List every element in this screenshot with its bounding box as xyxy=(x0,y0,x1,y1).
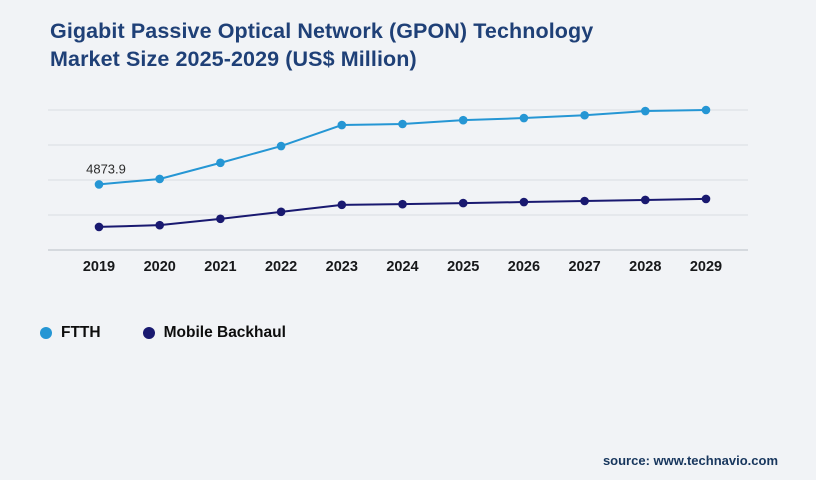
x-axis-label: 2027 xyxy=(568,259,600,275)
mobile-backhaul-data-point xyxy=(458,198,468,208)
ftth-legend-marker-icon xyxy=(40,327,52,339)
ftth-data-point xyxy=(519,113,529,123)
ftth-data-point xyxy=(580,110,589,120)
x-axis-label: 2021 xyxy=(204,259,236,275)
ftth-data-point xyxy=(458,115,468,125)
x-axis-label: 2019 xyxy=(83,259,115,275)
ftth-data-point xyxy=(155,174,164,184)
legend-item-ftth: FTTH xyxy=(40,324,101,342)
x-axis-label: 2022 xyxy=(265,259,297,275)
mobile-backhaul-data-point xyxy=(216,214,225,224)
source-attribution: source: www.technavio.com xyxy=(602,453,778,468)
x-axis-label: 2024 xyxy=(386,259,418,275)
x-axis-label: 2026 xyxy=(508,259,540,275)
mobile-backhaul-data-point xyxy=(519,197,529,207)
mobile-backhaul-data-point xyxy=(398,199,407,209)
mobile-backhaul-legend-marker-icon xyxy=(142,327,155,339)
ftth-data-point xyxy=(641,106,650,116)
legend-item-mobile-backhaul: Mobile Backhaul xyxy=(142,324,286,342)
mobile-backhaul-data-point xyxy=(337,200,347,210)
mobile-backhaul-data-point xyxy=(701,194,711,204)
mobile-backhaul-data-point xyxy=(94,222,104,232)
mobile-backhaul-data-point xyxy=(155,220,164,230)
mobile-backhaul-data-point xyxy=(276,207,286,217)
ftth-legend-label: FTTH xyxy=(61,324,101,341)
chart-canvas: 2019 2020 2021 2022 2023 2024 2025 2026 2027 2028… xyxy=(48,105,748,275)
mobile-backhaul-legend-label: Mobile Backhaul xyxy=(163,324,286,341)
ftth-data-point xyxy=(94,180,104,189)
x-axis-label: 2029 xyxy=(690,259,722,275)
ftth-data-point xyxy=(216,158,225,168)
x-axis-label: 2023 xyxy=(326,259,358,275)
mobile-backhaul-data-point xyxy=(580,196,589,206)
ftth-data-point xyxy=(701,105,711,115)
ftth-data-point xyxy=(276,141,286,151)
chart-title: Gigabit Passive Optical Network (GPON) T… xyxy=(50,19,594,71)
line-chart: 2019 2020 2021 2022 2023 2024 2025 2026 2027 2028… xyxy=(0,88,816,283)
x-axis-label: 2028 xyxy=(629,259,661,275)
mobile-backhaul-data-point xyxy=(641,195,650,205)
ftth-data-point xyxy=(337,120,347,130)
point-label: 4873.9 xyxy=(86,161,126,176)
ftth-data-point xyxy=(398,119,407,129)
chart-legend: FTTH Mobile Backhaul xyxy=(40,324,286,342)
x-axis-label: 2020 xyxy=(144,259,176,275)
x-axis-label: 2025 xyxy=(447,259,479,275)
